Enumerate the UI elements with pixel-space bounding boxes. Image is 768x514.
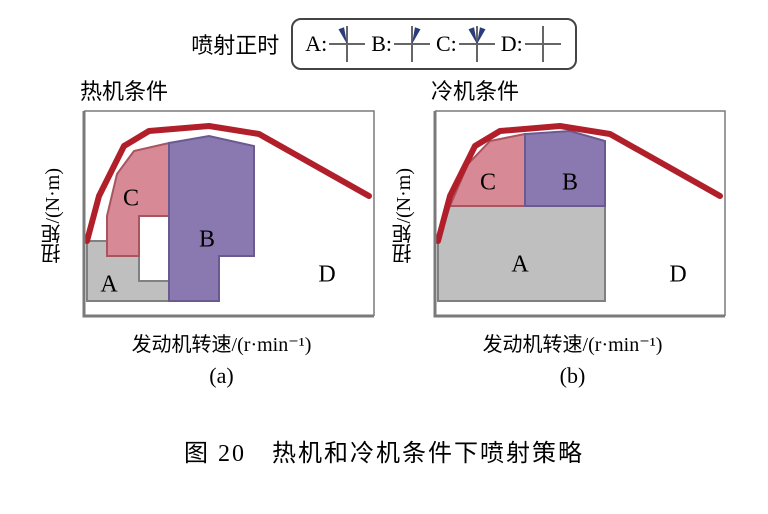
legend-title: 喷射正时: [191, 28, 279, 60]
legend-item-d: D:: [501, 24, 563, 64]
svg-text:A: A: [100, 272, 118, 298]
chart-b-ylabel: 扭矩/(N·m): [389, 168, 418, 264]
legend-item-d-label: D:: [501, 31, 523, 57]
figure-page: 喷射正时 A: B: C: D: 热机条件 扭矩: [0, 0, 768, 514]
svg-text:B: B: [562, 170, 578, 196]
legend-icon-c: [457, 24, 497, 64]
legend-item-c-label: C:: [436, 31, 457, 57]
chart-a-ylabel: 扭矩/(N·m): [38, 168, 67, 264]
chart-b-sublabel: (b): [560, 363, 586, 389]
legend-row: 喷射正时 A: B: C: D:: [0, 0, 768, 70]
chart-b-svg: A C B D: [420, 106, 730, 326]
chart-a-area: 扭矩/(N·m) A C B D: [38, 106, 379, 326]
chart-a-xlabel: 发动机转速/(r·min⁻¹): [132, 328, 312, 357]
svg-text:C: C: [123, 186, 139, 212]
chart-a-title: 热机条件: [80, 74, 168, 106]
svg-text:D: D: [318, 262, 335, 288]
svg-text:B: B: [199, 227, 215, 253]
chart-a-column: 热机条件 扭矩/(N·m) A C B D 发动机转速/(r·min⁻¹) (a): [38, 74, 379, 389]
legend-icon-d: [523, 24, 563, 64]
chart-a-sublabel: (a): [209, 363, 233, 389]
legend-icon-a: [327, 24, 367, 64]
svg-text:C: C: [480, 170, 496, 196]
svg-text:D: D: [669, 262, 686, 288]
legend-item-a-label: A:: [305, 31, 327, 57]
legend-icon-b: [392, 24, 432, 64]
chart-b-area: 扭矩/(N·m) A C B D: [389, 106, 730, 326]
svg-text:A: A: [511, 252, 529, 278]
legend-item-a: A:: [305, 24, 367, 64]
legend-box: A: B: C: D:: [291, 18, 577, 70]
charts-row: 热机条件 扭矩/(N·m) A C B D 发动机转速/(r·min⁻¹) (a) 冷…: [0, 74, 768, 389]
legend-item-b-label: B:: [371, 31, 392, 57]
chart-a-svg: A C B D: [69, 106, 379, 326]
chart-b-xlabel: 发动机转速/(r·min⁻¹): [483, 328, 663, 357]
legend-item-c: C:: [436, 24, 497, 64]
chart-b-title: 冷机条件: [431, 74, 519, 106]
chart-b-column: 冷机条件 扭矩/(N·m) A C B D 发动机转速/(r·min⁻¹) (b): [389, 74, 730, 389]
figure-caption: 图 20 热机和冷机条件下喷射策略: [0, 433, 768, 468]
legend-item-b: B:: [371, 24, 432, 64]
